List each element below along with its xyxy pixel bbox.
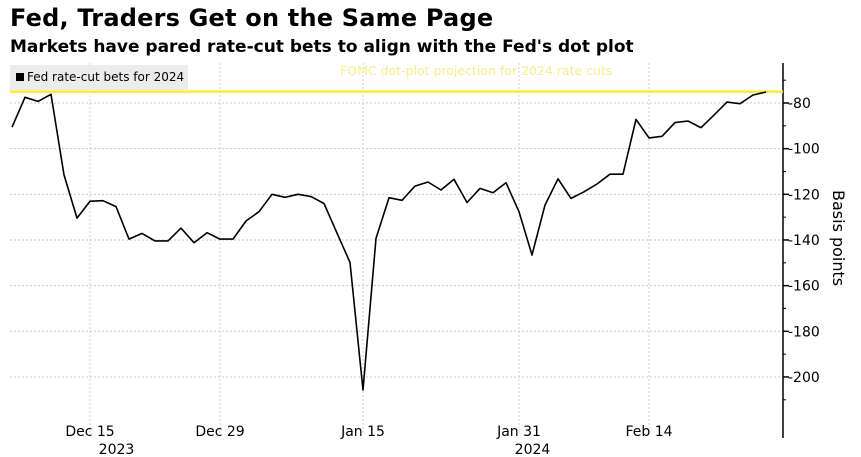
- legend: Fed rate-cut bets for 2024: [10, 65, 188, 90]
- y-tick-label: -80: [788, 96, 811, 112]
- y-tick-label: -140: [788, 233, 820, 249]
- x-tick-label: Dec 29: [195, 424, 244, 440]
- legend-label: Fed rate-cut bets for 2024: [27, 70, 185, 84]
- x-tick-label: Dec 15: [65, 424, 114, 440]
- reference-line-label: FOMC dot-plot projection for 2024 rate c…: [340, 63, 613, 78]
- chart-title: Fed, Traders Get on the Same Page: [10, 4, 494, 32]
- x-year-label: 2024: [515, 442, 551, 457]
- series-points: [11, 91, 767, 391]
- x-tick-label: Jan 15: [340, 424, 385, 440]
- y-tick-label: -200: [788, 370, 820, 386]
- legend-swatch-icon: [16, 73, 24, 81]
- x-tick-label: Jan 31: [496, 424, 541, 440]
- series-line: [11, 91, 767, 391]
- y-tick-label: -160: [788, 279, 820, 295]
- y-tick-label: -100: [788, 142, 820, 158]
- y-axis-label: Basis points: [829, 190, 848, 287]
- chart-subtitle: Markets have pared rate-cut bets to alig…: [10, 37, 634, 57]
- y-tick-label: -120: [788, 187, 820, 203]
- y-tick-label: -180: [788, 324, 820, 340]
- x-tick-label: Feb 14: [625, 424, 672, 440]
- x-year-label: 2023: [99, 442, 135, 457]
